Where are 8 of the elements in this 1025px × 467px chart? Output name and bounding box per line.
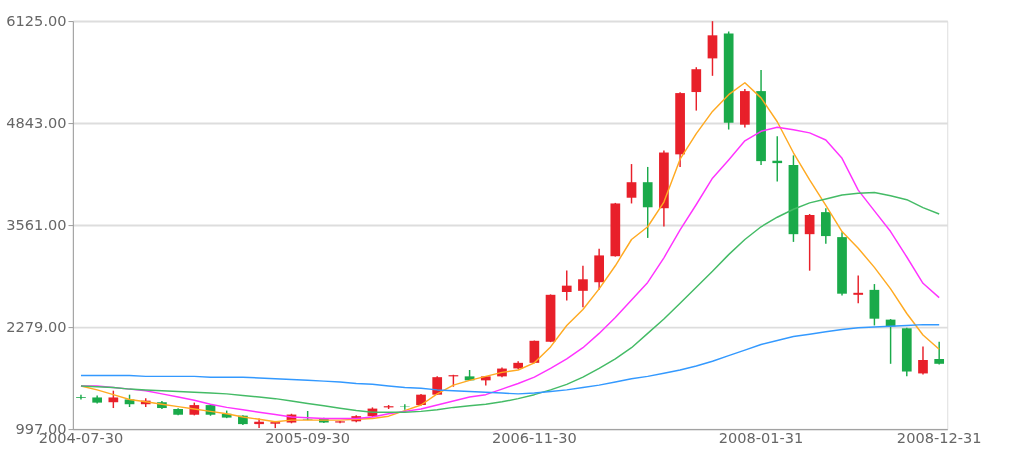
x-tick-label: 2008-01-31 bbox=[718, 429, 804, 447]
x-tick-label: 2006-11-30 bbox=[492, 429, 577, 447]
x-tick-label: 2008-12-31 bbox=[896, 429, 982, 447]
x-tick-label: 2005-09-30 bbox=[265, 429, 350, 447]
y-tick-label: 3561.00 bbox=[6, 216, 67, 234]
y-tick-label: 4843.00 bbox=[6, 114, 67, 132]
y-tick-label: 2279.00 bbox=[6, 318, 67, 336]
y-tick-label: 6125.00 bbox=[6, 12, 67, 30]
